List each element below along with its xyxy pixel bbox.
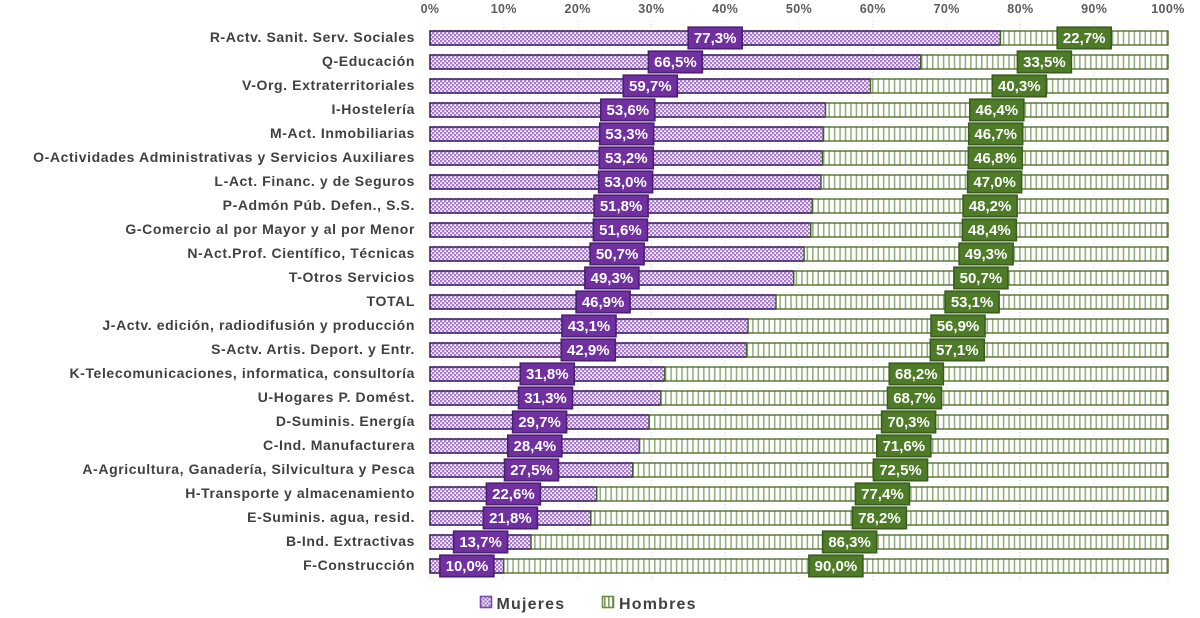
svg-text:A-Agricultura, Ganadería, Silv: A-Agricultura, Ganadería, Silvicultura y… bbox=[82, 461, 415, 477]
svg-text:S-Actv. Artis. Deport. y Entr.: S-Actv. Artis. Deport. y Entr. bbox=[211, 341, 415, 357]
svg-text:71,6%: 71,6% bbox=[883, 438, 926, 455]
svg-text:70,3%: 70,3% bbox=[887, 414, 930, 431]
svg-text:27,5%: 27,5% bbox=[510, 462, 553, 479]
svg-text:L-Act. Financ. y de Seguros: L-Act. Financ. y de Seguros bbox=[214, 173, 415, 189]
svg-text:53,3%: 53,3% bbox=[605, 126, 648, 143]
svg-text:33,5%: 33,5% bbox=[1023, 54, 1066, 71]
svg-text:10,0%: 10,0% bbox=[446, 558, 489, 575]
svg-text:53,1%: 53,1% bbox=[951, 294, 994, 311]
svg-text:49,3%: 49,3% bbox=[591, 270, 634, 287]
svg-text:U-Hogares P. Domést.: U-Hogares P. Domést. bbox=[258, 389, 415, 405]
svg-text:77,4%: 77,4% bbox=[861, 486, 904, 503]
svg-text:C-Ind. Manufacturera: C-Ind. Manufacturera bbox=[263, 437, 415, 453]
svg-text:22,7%: 22,7% bbox=[1063, 30, 1106, 47]
svg-text:53,0%: 53,0% bbox=[604, 174, 647, 191]
svg-text:0%: 0% bbox=[421, 2, 440, 16]
svg-text:M-Act. Inmobiliarias: M-Act. Inmobiliarias bbox=[270, 125, 415, 141]
svg-text:43,1%: 43,1% bbox=[568, 318, 611, 335]
svg-text:51,6%: 51,6% bbox=[599, 222, 642, 239]
svg-text:59,7%: 59,7% bbox=[629, 78, 672, 95]
svg-text:90%: 90% bbox=[1081, 2, 1107, 16]
svg-text:K-Telecomunicaciones, informat: K-Telecomunicaciones, informatica, consu… bbox=[69, 365, 415, 381]
svg-text:48,4%: 48,4% bbox=[968, 222, 1011, 239]
svg-text:31,3%: 31,3% bbox=[524, 390, 567, 407]
svg-text:53,6%: 53,6% bbox=[607, 102, 650, 119]
svg-text:TOTAL: TOTAL bbox=[367, 293, 415, 309]
svg-text:T-Otros Servicios: T-Otros Servicios bbox=[289, 269, 415, 285]
svg-text:68,7%: 68,7% bbox=[893, 390, 936, 407]
svg-text:86,3%: 86,3% bbox=[828, 534, 871, 551]
svg-text:28,4%: 28,4% bbox=[514, 438, 557, 455]
svg-text:V-Org. Extraterritoriales: V-Org. Extraterritoriales bbox=[242, 77, 415, 93]
svg-text:21,8%: 21,8% bbox=[489, 510, 532, 527]
svg-text:B-Ind. Extractivas: B-Ind. Extractivas bbox=[286, 533, 415, 549]
svg-text:57,1%: 57,1% bbox=[936, 342, 979, 359]
svg-text:40,3%: 40,3% bbox=[998, 78, 1041, 95]
svg-text:29,7%: 29,7% bbox=[518, 414, 561, 431]
svg-text:47,0%: 47,0% bbox=[973, 174, 1016, 191]
svg-text:53,2%: 53,2% bbox=[605, 150, 648, 167]
svg-text:90,0%: 90,0% bbox=[815, 558, 858, 575]
svg-text:77,3%: 77,3% bbox=[694, 30, 737, 47]
svg-text:J-Actv. edición, radiodifusión: J-Actv. edición, radiodifusión y producc… bbox=[102, 317, 415, 333]
svg-text:Hombres: Hombres bbox=[619, 596, 697, 613]
svg-text:22,6%: 22,6% bbox=[492, 486, 535, 503]
svg-text:G-Comercio al por Mayor y al p: G-Comercio al por Mayor y al por Menor bbox=[125, 221, 415, 237]
svg-text:E-Suminis. agua, resid.: E-Suminis. agua, resid. bbox=[247, 509, 415, 525]
svg-text:56,9%: 56,9% bbox=[937, 318, 980, 335]
svg-text:20%: 20% bbox=[564, 2, 590, 16]
svg-text:10%: 10% bbox=[491, 2, 517, 16]
svg-text:46,8%: 46,8% bbox=[974, 150, 1017, 167]
svg-text:Q-Educación: Q-Educación bbox=[322, 53, 415, 69]
svg-text:I-Hostelería: I-Hostelería bbox=[332, 101, 415, 117]
svg-text:72,5%: 72,5% bbox=[879, 462, 922, 479]
svg-text:N-Act.Prof. Científico, Técnic: N-Act.Prof. Científico, Técnicas bbox=[187, 245, 415, 261]
svg-text:66,5%: 66,5% bbox=[654, 54, 697, 71]
svg-text:O-Actividades Administrativas: O-Actividades Administrativas y Servicio… bbox=[33, 149, 415, 165]
svg-text:D-Suminis. Energía: D-Suminis. Energía bbox=[276, 413, 415, 429]
svg-text:50,7%: 50,7% bbox=[596, 246, 639, 263]
svg-text:46,4%: 46,4% bbox=[976, 102, 1019, 119]
svg-text:78,2%: 78,2% bbox=[858, 510, 901, 527]
svg-text:70%: 70% bbox=[933, 2, 959, 16]
svg-text:80%: 80% bbox=[1007, 2, 1033, 16]
svg-text:40%: 40% bbox=[712, 2, 738, 16]
svg-text:46,7%: 46,7% bbox=[974, 126, 1017, 143]
svg-text:31,8%: 31,8% bbox=[526, 366, 569, 383]
svg-text:30%: 30% bbox=[638, 2, 664, 16]
svg-text:100%: 100% bbox=[1151, 2, 1185, 16]
svg-text:48,2%: 48,2% bbox=[969, 198, 1012, 215]
svg-text:R-Actv. Sanit. Serv. Sociales: R-Actv. Sanit. Serv. Sociales bbox=[210, 29, 415, 45]
svg-text:F-Construcción: F-Construcción bbox=[303, 557, 415, 573]
svg-text:P-Admón Púb. Defen., S.S.: P-Admón Púb. Defen., S.S. bbox=[223, 197, 415, 213]
svg-text:46,9%: 46,9% bbox=[582, 294, 625, 311]
svg-text:60%: 60% bbox=[860, 2, 886, 16]
svg-text:Mujeres: Mujeres bbox=[497, 596, 566, 613]
svg-text:51,8%: 51,8% bbox=[600, 198, 643, 215]
svg-text:68,2%: 68,2% bbox=[895, 366, 938, 383]
svg-text:13,7%: 13,7% bbox=[459, 534, 502, 551]
svg-text:42,9%: 42,9% bbox=[567, 342, 610, 359]
svg-text:49,3%: 49,3% bbox=[965, 246, 1008, 263]
svg-text:50,7%: 50,7% bbox=[960, 270, 1003, 287]
svg-text:50%: 50% bbox=[786, 2, 812, 16]
svg-text:H-Transporte y almacenamiento: H-Transporte y almacenamiento bbox=[185, 485, 415, 501]
